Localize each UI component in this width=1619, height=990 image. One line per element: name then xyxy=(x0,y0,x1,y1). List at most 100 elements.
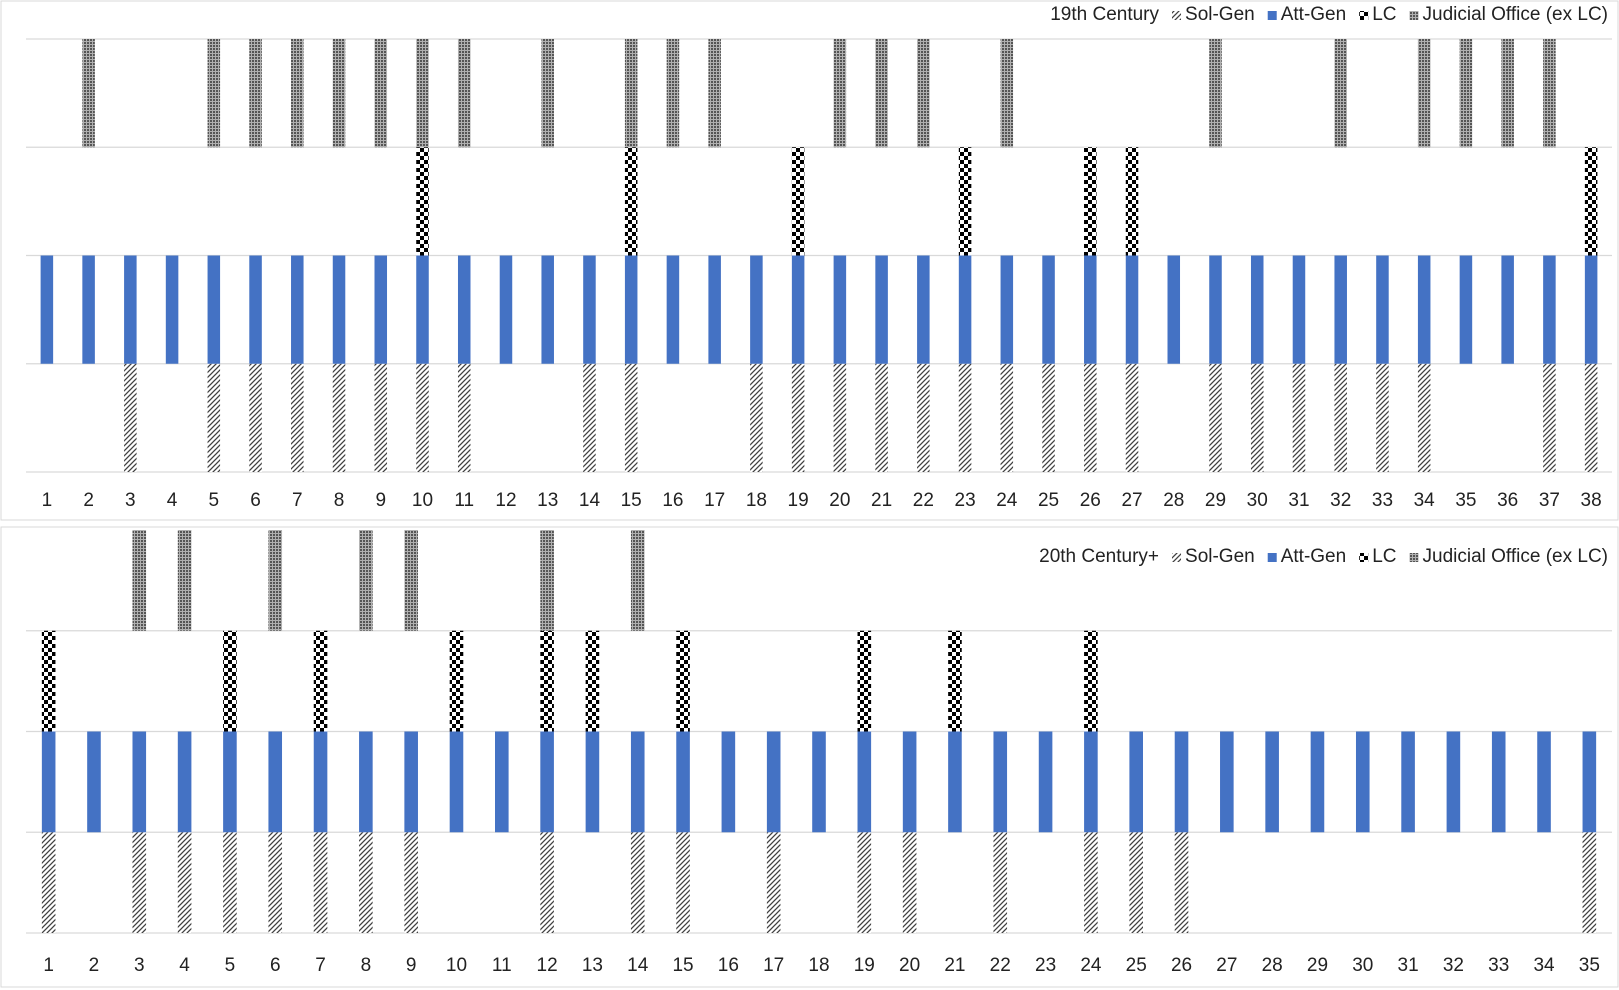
bar-segment xyxy=(1537,731,1551,833)
x-tick-label: 21 xyxy=(944,955,965,976)
bar-segment xyxy=(1209,39,1222,148)
bar-segment xyxy=(1129,731,1143,833)
x-tick-label: 19 xyxy=(788,490,809,511)
x-tick-label: 34 xyxy=(1533,955,1555,976)
x-tick-label: 3 xyxy=(134,955,145,976)
bar-segment xyxy=(457,39,471,148)
bar-segment xyxy=(416,147,429,256)
bar-segment xyxy=(449,731,464,833)
bar-segment xyxy=(958,255,972,364)
bar-segment xyxy=(1209,363,1222,472)
bar-segment xyxy=(332,255,346,364)
bar-segment xyxy=(416,255,429,364)
bar-segment xyxy=(917,363,930,472)
bar-segment xyxy=(624,255,638,364)
x-tick-label: 30 xyxy=(1352,955,1373,976)
bar-segment xyxy=(1501,39,1514,148)
bar-segment xyxy=(1501,255,1514,364)
bar-segment xyxy=(540,731,554,833)
bar-segment xyxy=(812,731,826,833)
bar-segment xyxy=(1334,363,1347,472)
x-tick-label: 29 xyxy=(1307,955,1328,976)
bar-segment xyxy=(1376,363,1389,472)
bar-segment xyxy=(268,731,283,833)
bar-segment xyxy=(404,731,418,833)
x-tick-label: 23 xyxy=(955,490,976,511)
bar-segment xyxy=(1355,731,1370,833)
bar-segment xyxy=(833,363,847,472)
bar-segment xyxy=(585,731,600,833)
bar-segment xyxy=(540,832,554,933)
bar-segment xyxy=(902,731,917,833)
bar-segment xyxy=(1584,147,1598,256)
bar-segment xyxy=(1582,832,1597,933)
bar-segment xyxy=(41,832,56,933)
legend-swatch xyxy=(1409,553,1419,562)
bar-segment xyxy=(857,630,872,732)
x-tick-label: 12 xyxy=(495,490,516,511)
bar-segment xyxy=(1292,363,1306,472)
bar-segment xyxy=(993,731,1008,833)
bar-segment xyxy=(1543,255,1556,364)
bar-segment xyxy=(313,630,328,732)
bar-segment xyxy=(958,147,972,256)
bar-segment xyxy=(766,832,781,933)
bar-segment xyxy=(1417,39,1431,148)
bar-segment xyxy=(1459,39,1473,148)
bar-segment xyxy=(313,731,328,833)
bar-segment xyxy=(541,39,554,148)
bar-segment xyxy=(1000,255,1014,364)
x-tick-label: 2 xyxy=(83,490,94,511)
bar-segment xyxy=(41,731,56,833)
x-tick-label: 13 xyxy=(582,955,603,976)
bar-segment xyxy=(917,255,930,364)
legend-swatch xyxy=(1172,553,1182,562)
x-tick-label: 33 xyxy=(1488,955,1509,976)
bar-segment xyxy=(833,255,847,364)
bar-segment xyxy=(1310,731,1325,833)
bar-segment xyxy=(416,39,429,148)
legend-label: Judicial Office (ex LC) xyxy=(1423,546,1609,567)
bar-segment xyxy=(374,39,388,148)
x-tick-label: 6 xyxy=(270,955,281,976)
bar-segment xyxy=(1038,731,1053,833)
bar-segment xyxy=(124,255,137,364)
legend-label: LC xyxy=(1372,4,1396,25)
x-tick-label: 35 xyxy=(1455,490,1476,511)
x-tick-label: 3 xyxy=(125,490,136,511)
bar-segment xyxy=(457,255,471,364)
bar-segment xyxy=(449,630,464,732)
bar-segment xyxy=(791,363,805,472)
bar-segment xyxy=(223,832,237,933)
x-tick-label: 13 xyxy=(537,490,558,511)
bar-segment xyxy=(624,147,638,256)
bar-segment xyxy=(165,255,179,364)
bar-segment xyxy=(1084,630,1098,732)
bar-segment xyxy=(404,832,418,933)
legend-label: LC xyxy=(1372,546,1396,567)
x-tick-label: 27 xyxy=(1216,955,1237,976)
x-tick-label: 22 xyxy=(990,955,1011,976)
x-tick-label: 18 xyxy=(808,955,829,976)
bar-segment xyxy=(676,832,690,933)
bar-segment xyxy=(82,39,95,148)
x-tick-label: 24 xyxy=(1080,955,1102,976)
bar-segment xyxy=(40,255,54,364)
bar-segment xyxy=(948,630,962,732)
bar-segment xyxy=(630,731,645,833)
bar-segment xyxy=(708,39,721,148)
bar-segment xyxy=(41,630,56,732)
x-tick-label: 8 xyxy=(334,490,345,511)
x-tick-label: 12 xyxy=(537,955,558,976)
bar-segment xyxy=(791,255,805,364)
bar-segment xyxy=(332,39,346,148)
bar-segment xyxy=(1491,731,1506,833)
bar-segment xyxy=(875,255,888,364)
bar-segment xyxy=(223,731,237,833)
x-tick-label: 37 xyxy=(1539,490,1560,511)
x-tick-label: 5 xyxy=(225,955,236,976)
legend-label: Att-Gen xyxy=(1281,4,1346,25)
bar-segment xyxy=(875,39,888,148)
bar-segment xyxy=(87,731,101,833)
